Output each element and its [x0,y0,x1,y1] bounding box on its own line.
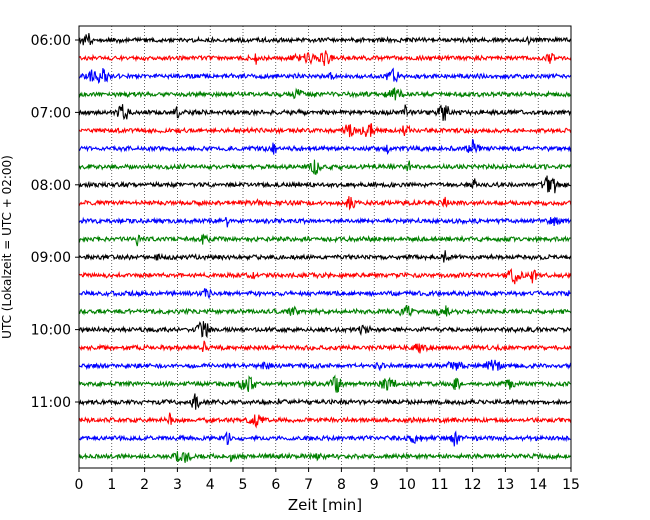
x-tick-label: 0 [75,477,84,493]
x-tick-label: 15 [562,477,580,493]
y-tick-label: 08:00 [31,178,71,194]
x-tick-label: 8 [337,477,346,493]
seismogram-trace [78,359,572,372]
seismogram-trace [78,233,572,247]
seismogram-trace [78,412,572,429]
seismogram-trace [78,139,572,156]
seismogram-trace [78,159,572,176]
x-tick-label: 1 [107,477,116,493]
y-tick-label: 07:00 [31,105,71,121]
y-tick-label: 06:00 [31,33,71,49]
seismogram-trace [78,250,572,263]
x-tick-label: 4 [206,477,215,493]
seismogram-trace [78,87,572,101]
plot-frame [78,25,572,469]
seismogram-trace [78,104,572,121]
x-tick-label: 6 [271,477,280,493]
seismogram-traces [78,33,572,463]
x-axis-ticks: 0 1 2 3 4 5 6 7 8 9 10 11 12 13 14 15 [75,468,580,493]
seismogram-trace [78,33,572,46]
x-tick-label: 2 [140,477,149,493]
y-tick-label: 10:00 [31,323,71,339]
x-tick-label: 9 [370,477,379,493]
x-tick-label: 14 [529,477,547,493]
x-tick-label: 11 [431,477,449,493]
seismogram-trace [78,430,572,447]
y-axis-label: UTC (Lokalzeit = UTC + 02:00) [0,155,14,339]
seismogram-trace [78,123,572,138]
seismogram-trace [78,451,572,463]
seismogram-trace [78,288,572,300]
x-tick-label: 13 [496,477,514,493]
seismogram-trace [78,50,572,66]
x-tick-label: 12 [464,477,482,493]
seismogram-trace [78,175,572,194]
plot-area [79,26,571,468]
seismogram-trace [78,304,572,317]
seismogram-trace [78,340,572,354]
x-tick-label: 10 [398,477,416,493]
y-axis-ticks: 06:00 07:00 08:00 09:00 10:00 11:00 [31,33,79,411]
seismogram-trace [78,374,572,393]
y-tick-label: 09:00 [31,250,71,266]
y-tick-label: 11:00 [31,395,71,411]
seismogram-trace [78,393,572,410]
x-tick-label: 3 [173,477,182,493]
seismogram-trace [78,196,572,211]
seismogram-trace [78,67,572,85]
seismogram-trace [78,268,572,285]
seismogram-trace [78,216,572,228]
x-tick-label: 7 [304,477,313,493]
seismogram-trace [78,321,572,339]
x-axis-label: Zeit [min] [288,496,362,514]
x-tick-label: 5 [239,477,248,493]
